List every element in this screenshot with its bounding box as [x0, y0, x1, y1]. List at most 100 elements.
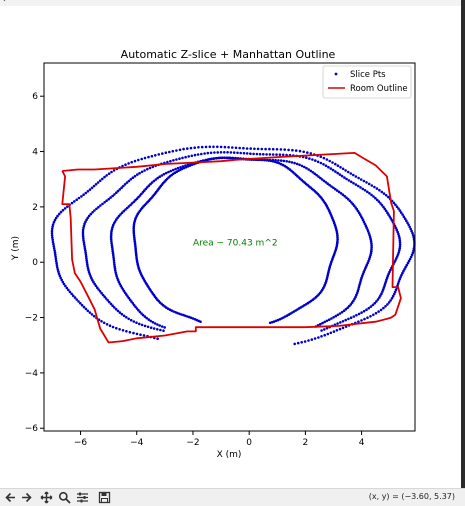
slice-point: [84, 251, 87, 254]
slice-point: [395, 205, 399, 208]
slice-point: [242, 146, 245, 150]
slice-point: [127, 317, 130, 321]
slice-point: [384, 305, 387, 308]
slice-point: [245, 152, 249, 155]
slice-point: [262, 153, 265, 156]
slice-point: [298, 149, 302, 153]
slice-point: [57, 272, 61, 276]
slice-point: [393, 290, 397, 294]
slice-point: [92, 314, 96, 318]
slice-point: [371, 303, 375, 307]
slice-point: [178, 157, 181, 160]
slice-point: [156, 328, 159, 331]
slice-point: [352, 315, 356, 318]
slice-point: [384, 209, 388, 213]
slice-point: [116, 309, 120, 313]
slice-point: [108, 300, 111, 304]
slice-point: [348, 199, 352, 203]
slice-point: [90, 313, 94, 316]
slice-point: [378, 296, 381, 299]
forward-arrow-icon[interactable]: [19, 490, 34, 505]
slice-point: [77, 196, 81, 200]
slice-point: [341, 326, 345, 330]
back-arrow-icon[interactable]: [3, 490, 18, 505]
slice-point: [398, 278, 402, 281]
slice-point: [85, 257, 88, 260]
slice-point: [84, 220, 87, 223]
slice-point: [260, 147, 264, 151]
y-tick-label: −2: [25, 314, 38, 324]
slice-point: [106, 299, 109, 302]
slice-point: [238, 146, 241, 150]
slice-point: [132, 232, 136, 236]
slice-point: [75, 198, 78, 201]
slice-point: [385, 276, 389, 280]
slice-point: [124, 208, 127, 211]
slice-point: [380, 190, 384, 194]
slice-point: [341, 167, 345, 171]
slice-point: [369, 305, 373, 308]
slice-point: [252, 152, 255, 156]
slice-point: [86, 265, 89, 268]
slice-point: [345, 196, 348, 199]
slice-point: [346, 197, 350, 201]
slice-point: [142, 334, 146, 337]
slice-point: [291, 148, 294, 152]
pan-icon[interactable]: [39, 490, 54, 505]
slice-point: [405, 263, 409, 267]
slice-point: [200, 145, 204, 149]
slice-point: [58, 274, 62, 278]
slice-point: [326, 332, 330, 336]
subplots-config-icon[interactable]: [75, 490, 90, 505]
slice-point: [411, 231, 414, 235]
slice-point: [285, 153, 288, 157]
slice-point: [340, 310, 344, 314]
slice-point: [115, 191, 118, 194]
slice-point: [334, 187, 337, 191]
slice-point: [411, 234, 415, 237]
slice-point: [321, 321, 324, 325]
x-tick-label: 0: [246, 438, 252, 448]
save-icon[interactable]: [97, 490, 112, 505]
slice-point: [397, 234, 401, 238]
slice-point: [396, 230, 400, 234]
x-tick-label: −6: [74, 438, 88, 448]
legend-marker-points: [334, 72, 338, 76]
slice-point: [89, 212, 93, 216]
slice-point: [111, 304, 114, 308]
slice-point: [395, 255, 399, 258]
slice-point: [101, 202, 104, 206]
slice-point: [373, 185, 376, 189]
slice-point: [397, 207, 400, 210]
slice-point: [131, 176, 135, 179]
slice-point: [99, 204, 102, 207]
slice-point: [163, 326, 166, 329]
slice-point: [275, 153, 278, 156]
slice-point: [410, 253, 414, 257]
slice-point: [140, 323, 144, 327]
zoom-icon[interactable]: [57, 490, 72, 505]
slice-point: [398, 247, 402, 250]
slice-point: [156, 176, 159, 180]
slice-point: [380, 292, 383, 296]
slice-point: [341, 193, 345, 196]
slice-point: [271, 158, 275, 162]
slice-point: [98, 290, 102, 293]
slice-point: [339, 166, 342, 169]
slice-point: [159, 328, 162, 332]
slice-point: [374, 196, 377, 200]
slice-point: [367, 182, 371, 186]
y-axis-label: Y (m): [11, 236, 21, 261]
slice-point: [401, 213, 404, 216]
slice-point: [354, 206, 357, 209]
slice-point: [305, 156, 308, 159]
slice-point: [339, 321, 342, 324]
slice-point: [370, 243, 373, 247]
slice-point: [310, 338, 314, 341]
slice-point: [355, 313, 358, 317]
slice-point: [325, 326, 329, 330]
slice-point: [137, 158, 140, 162]
slice-point: [329, 331, 333, 335]
slice-point: [94, 284, 98, 288]
slice-point: [98, 179, 102, 182]
